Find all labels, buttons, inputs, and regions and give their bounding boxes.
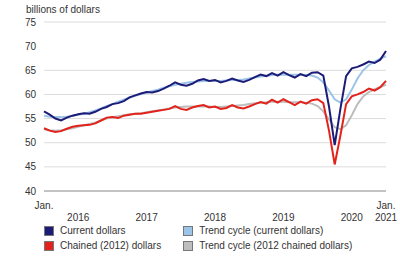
svg-text:75: 75	[25, 17, 37, 28]
svg-text:45: 45	[25, 161, 37, 172]
svg-text:2016: 2016	[67, 212, 90, 221]
svg-text:2021: 2021	[375, 212, 392, 221]
html-text:Chained (2012) dollars: Chained (2012) dollars	[60, 240, 162, 251]
html-text:Trend cycle (current dollars): Trend cycle (current dollars)	[199, 225, 324, 236]
svg-text:40: 40	[25, 186, 37, 197]
svg-text:70: 70	[25, 41, 37, 52]
svg-text:2018: 2018	[204, 212, 227, 221]
svg-text:2020: 2020	[341, 212, 364, 221]
svg-text:60: 60	[25, 89, 37, 100]
svg-text:2019: 2019	[272, 212, 295, 221]
html-text:billions of dollars: billions of dollars	[26, 4, 100, 15]
svg-text:Jan.: Jan.	[377, 200, 392, 211]
html-text:Current dollars: Current dollars	[60, 225, 126, 236]
svg-text:2017: 2017	[135, 212, 158, 221]
svg-text:Jan.: Jan.	[35, 200, 54, 211]
svg-text:50: 50	[25, 137, 37, 148]
html-text:Trend cycle (2012 chained doll: Trend cycle (2012 chained dollars)	[199, 240, 353, 251]
svg-text:65: 65	[25, 65, 37, 76]
svg-text:55: 55	[25, 113, 37, 124]
